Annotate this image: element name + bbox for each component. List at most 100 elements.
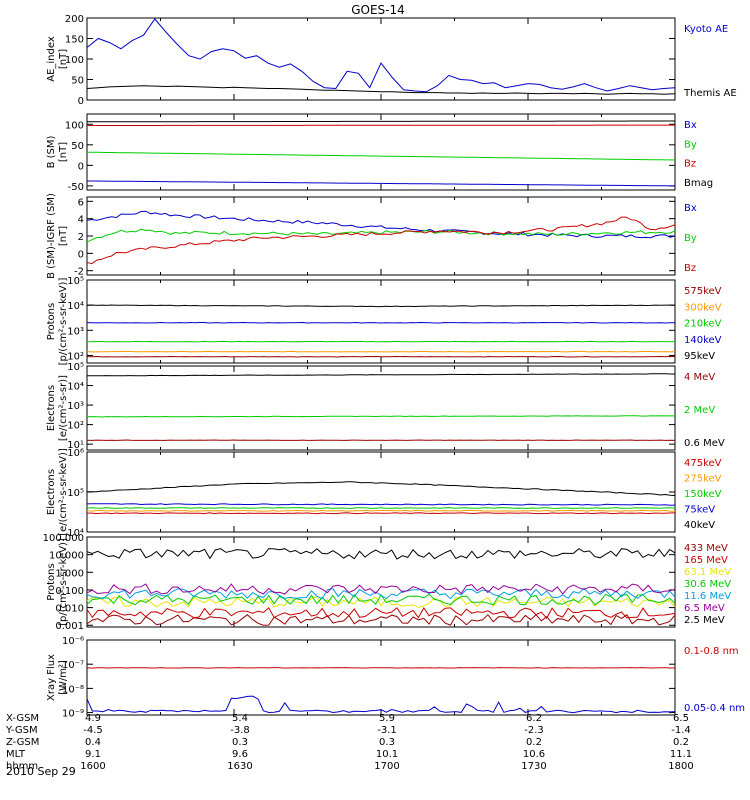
x-tick-value: 1600 (80, 761, 105, 772)
series-line-140keV (86, 321, 676, 324)
legend-label: 300keV (684, 302, 722, 313)
y-tick-label: 10⁵ (67, 276, 84, 287)
legend-label: 4 MeV (684, 372, 715, 383)
y-tick-label: 10² (67, 421, 84, 432)
y-tick-label: 10⁻⁶ (62, 636, 84, 647)
legend-label: 75keV (684, 505, 715, 516)
panel-7: 0.001 0.010 0.100 1.000 10.000 100.000 Protons… (43, 533, 732, 632)
y-axis-label: AE_index (46, 36, 57, 82)
y-tick-label: 0 (78, 96, 84, 107)
x-row-label: Z-GSM (6, 737, 39, 748)
x-tick-value: 9.6 (232, 749, 248, 760)
x-tick-value: 9.1 (85, 749, 101, 760)
series-line-0.1-0.8-nm (86, 667, 675, 669)
series-line-165-MeV (86, 607, 676, 620)
x-tick-value: 0.3 (232, 737, 248, 748)
y-tick-label: 6 (78, 197, 84, 208)
x-row-label: Y-GSM (5, 725, 38, 736)
y-tick-label: 150 (65, 35, 84, 46)
x-tick-value: 1800 (668, 761, 693, 772)
panel-frame (86, 536, 676, 628)
series-line-300keV (86, 350, 676, 353)
legend-label: 275keV (684, 474, 722, 485)
x-tick-value: -4.5 (83, 725, 103, 736)
legend-label: Bmag (684, 178, 713, 189)
panel-3: -2 0 2 4 6 B (SM)-IGRF (SM) [nT] Bx By Bz (46, 193, 697, 279)
panel-6: 10⁴ 10⁵ 10⁶ Electrons [e/(cm²-s-sr-keV)] 475k… (46, 448, 722, 539)
x-tick-value: 0.2 (673, 737, 689, 748)
y-tick-label: 100 (65, 55, 84, 66)
y-tick-label: 2 (78, 232, 84, 243)
legend-label: 475keV (684, 458, 722, 469)
series-line-Bmag (87, 120, 675, 123)
y-tick-label: 200 (65, 14, 84, 25)
y-tick-label: 10⁶ (67, 448, 84, 459)
y-tick-label: 0 (78, 161, 84, 172)
legend-label: Bz (684, 263, 696, 274)
y-axis-label: [e/(cm²-s-sr-keV)] (58, 448, 69, 536)
y-tick-label: 10⁴ (67, 382, 84, 393)
x-tick-value: 6.5 (673, 713, 689, 724)
series-line-6.5-MeV (86, 583, 676, 595)
legend-label: 575keV (684, 286, 722, 297)
y-tick-label: 0.010 (55, 604, 84, 615)
series-line-Bz (86, 216, 676, 265)
legend-label: Themis AE (683, 88, 737, 99)
series-line-63.1-MeV (86, 596, 676, 608)
series-line-Bx (86, 210, 676, 239)
y-axis-label: [nT] (58, 142, 69, 162)
panel-5: 10¹ 10² 10³ 10⁴ 10⁵ Electrons [e/(cm²-s-sr)] 4 … (46, 362, 725, 451)
y-tick-label: 10.000 (49, 551, 84, 562)
series-line-150keV (86, 507, 676, 509)
series-line-Bx (87, 180, 675, 187)
series-line-By (86, 151, 676, 161)
y-tick-label: 0 (78, 249, 84, 260)
x-tick-value: 11.1 (670, 749, 692, 760)
legend-label: Bx (684, 120, 697, 131)
y-tick-label: 100.000 (43, 533, 84, 544)
series-line-Kyoto-AE (86, 18, 676, 93)
y-tick-label: 10⁻⁷ (62, 660, 84, 671)
date-label: 2010 Sep 29 (6, 765, 76, 778)
x-tick-value: 1700 (374, 761, 399, 772)
y-tick-label: 0.001 (55, 621, 84, 632)
x-tick-value: -3.1 (377, 725, 397, 736)
y-axis-label: Xray Flux (46, 654, 57, 701)
x-tick-value: 0.2 (526, 737, 542, 748)
panel-frame (86, 196, 676, 276)
x-row-label: MLT (6, 749, 26, 760)
legend-label: 165 MeV (684, 555, 728, 566)
x-tick-value: 4.9 (85, 713, 101, 724)
plot-title: GOES-14 (351, 3, 405, 17)
x-tick-value: 10.6 (523, 749, 545, 760)
legend-label: 6.5 MeV (684, 603, 725, 614)
y-axis-label: [p/(cm²-s-sr-keV)] (58, 278, 69, 366)
x-tick-value: -2.3 (524, 725, 544, 736)
y-tick-label: 10³ (67, 326, 84, 337)
y-tick-label: -2 (74, 267, 84, 278)
y-tick-label: 10⁻⁸ (62, 684, 84, 695)
y-axis-label: Electrons (46, 385, 57, 431)
y-tick-label: 10⁵ (67, 488, 84, 499)
series-line-275keV (86, 509, 676, 512)
legend-label: 433 MeV (684, 543, 728, 554)
series-line-0.05-0.4-nm (86, 695, 676, 714)
x-tick-value: 5.9 (379, 713, 395, 724)
x-row-label: X-GSM (6, 713, 39, 724)
x-tick-value: 0.3 (379, 737, 395, 748)
series-line-210keV (87, 340, 676, 343)
y-axis-label: [nT] (58, 49, 69, 69)
y-tick-label: 50 (71, 76, 84, 87)
series-line-11.6-MeV (86, 587, 676, 600)
legend-label: 2 MeV (684, 405, 715, 416)
panel-frame (86, 365, 676, 451)
y-axis-label: [e/(cm²-s-sr)] (58, 375, 69, 441)
y-tick-label: 0.100 (55, 586, 84, 597)
legend-label: Bx (684, 203, 697, 214)
panel-2: -50 0 50 100 B (SM) [nT] Bx By Bz Bmag (46, 113, 713, 193)
y-axis-label: [p/(cm²-s-sr-keV)] (58, 538, 69, 626)
y-tick-label: 4 (78, 215, 84, 226)
